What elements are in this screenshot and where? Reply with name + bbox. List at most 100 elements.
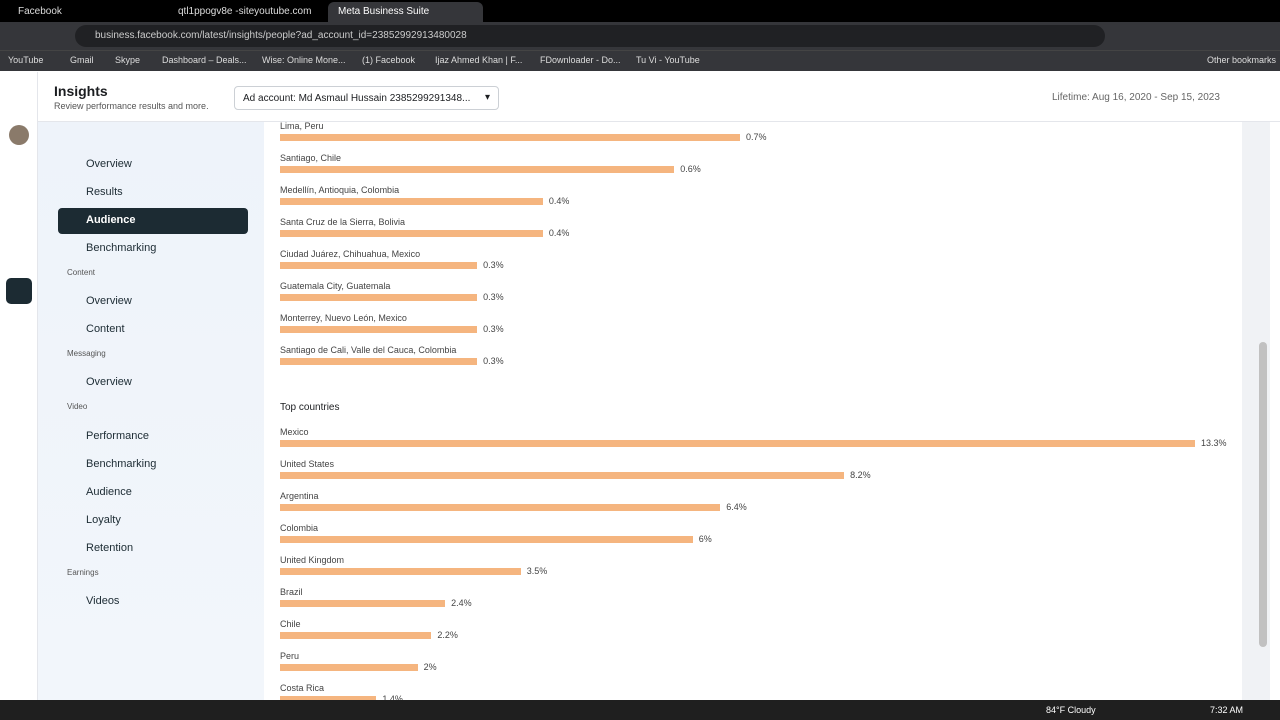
tab[interactable]: Meta Business Suite	[328, 2, 483, 22]
bookmark[interactable]: Wise: Online Mone...	[262, 55, 346, 65]
scroll-thumb[interactable]	[1259, 342, 1267, 647]
row-label: Ciudad Juárez, Chihuahua, Mexico	[280, 249, 421, 259]
nav-item[interactable]: Performance	[86, 430, 149, 442]
section-title: Top countries	[280, 402, 340, 413]
insights-icon[interactable]	[6, 278, 32, 304]
section-heading: Video	[67, 402, 88, 411]
bar	[280, 600, 446, 607]
bar	[280, 504, 721, 511]
value-label: 6.4%	[726, 502, 747, 512]
value-label: 6%	[698, 534, 712, 544]
row-label: Costa Rica	[280, 683, 325, 693]
bar	[280, 536, 693, 543]
avatar[interactable]	[9, 125, 29, 145]
nav-item[interactable]: Benchmarking	[86, 458, 157, 470]
nav-item[interactable]: Overview	[86, 295, 132, 307]
row-label: Argentina	[280, 491, 319, 501]
bookmark[interactable]: FDownloader - Do...	[540, 55, 621, 65]
scrollbar	[1242, 122, 1270, 700]
bookmark[interactable]: YouTube	[8, 55, 44, 65]
nav-item[interactable]: Benchmarking	[86, 242, 157, 254]
bar	[280, 440, 1195, 447]
row-label: Peru	[280, 651, 300, 661]
bar	[280, 472, 845, 479]
tab[interactable]: Facebook	[18, 6, 62, 17]
sidebar: Overview Results Audience Benchmarking Conte…	[38, 122, 264, 700]
content: Lima, Peru 0.7% Santiago, Chile 0.6% Medellí…	[264, 122, 1242, 700]
icon-rail	[0, 72, 38, 700]
url-bar[interactable]: business.facebook.com/latest/insights/pe…	[75, 25, 1105, 47]
row-label: Guatemala City, Guatemala	[280, 281, 391, 291]
bookmark[interactable]: Tu Vi - YouTube	[636, 55, 700, 65]
value-label: 0.6%	[680, 164, 701, 174]
value-label: 0.3%	[483, 356, 504, 366]
value-label: 1.4%	[382, 694, 403, 700]
bar	[280, 568, 521, 575]
value-label: 0.3%	[483, 260, 504, 270]
bar	[280, 326, 478, 333]
row-label: Santa Cruz de la Sierra, Bolivia	[280, 217, 406, 227]
row-label: Santiago, Chile	[280, 153, 342, 163]
bookmark[interactable]: Dashboard – Deals...	[162, 55, 247, 65]
bar	[280, 294, 478, 301]
section-heading: Messaging	[67, 349, 106, 358]
other-bookmarks[interactable]: Other bookmarks	[1207, 55, 1277, 65]
value-label: 2%	[423, 662, 437, 672]
caret: ▾	[484, 92, 490, 103]
bar	[280, 358, 478, 365]
bar	[280, 632, 432, 639]
header: Insights Review performance results and …	[8, 72, 1280, 122]
row-label: Medellín, Antioquia, Colombia	[280, 185, 400, 195]
ad-account: Ad account: Md Asmaul Hussain 2385299291…	[243, 93, 471, 104]
bar	[280, 696, 377, 700]
title: Insights	[54, 83, 108, 99]
nav-item[interactable]: Audience	[58, 208, 248, 234]
nav-item[interactable]: Content	[86, 323, 125, 335]
row-label: Mexico	[280, 427, 309, 437]
bar	[280, 134, 740, 141]
subtitle: Review performance results and more.	[54, 101, 209, 111]
tab[interactable]: qtl1ppogv8e -siteyoutube.com	[178, 6, 312, 17]
nav-item[interactable]: Retention	[86, 542, 134, 554]
weather: 84°F Cloudy	[1046, 705, 1096, 715]
value-label: 0.4%	[548, 228, 570, 238]
row-label: Monterrey, Nuevo León, Mexico	[280, 313, 407, 323]
bar	[280, 166, 675, 173]
nav-item[interactable]: Videos	[86, 595, 120, 607]
bookmark[interactable]: (1) Facebook	[362, 55, 416, 65]
value-label: 2.2%	[437, 630, 458, 640]
nav-item[interactable]: Results	[86, 186, 123, 198]
taskbar: 84°F Cloudy 7:32 AM	[0, 700, 1280, 720]
row-label: Colombia	[280, 523, 319, 533]
section-heading: Content	[67, 268, 96, 277]
address-row: business.facebook.com/latest/insights/pe…	[0, 22, 1280, 50]
nav-item[interactable]: Audience	[86, 486, 132, 498]
bookmark[interactable]: Ijaz Ahmed Khan | F...	[435, 55, 523, 65]
row-label: Lima, Peru	[280, 122, 324, 131]
row-label: United Kingdom	[280, 555, 345, 565]
bookmark[interactable]: Gmail	[70, 55, 94, 65]
bookmarks-bar: Other bookmarks YouTube Gmail Skype Dashboa…	[0, 50, 1280, 71]
row-label: United States	[280, 459, 335, 469]
bar	[280, 262, 478, 269]
value-label: 0.3%	[483, 292, 504, 302]
date-range[interactable]: Lifetime: Aug 16, 2020 - Sep 15, 2023	[1052, 92, 1220, 103]
tab-strip: Facebook qtl1ppogv8e -siteyoutube.com Meta…	[0, 0, 1280, 22]
value-label: 8.2%	[850, 470, 871, 480]
bar	[280, 230, 543, 237]
nav-item[interactable]: Overview	[86, 376, 132, 388]
value-label: 0.7%	[746, 132, 767, 142]
row-label: Santiago de Cali, Valle del Cauca, Colom…	[280, 345, 457, 355]
row-label: Chile	[280, 619, 301, 629]
ad-account-select[interactable]: Ad account: Md Asmaul Hussain 2385299291…	[234, 86, 499, 110]
value-label: 2.4%	[451, 598, 472, 608]
clock: 7:32 AM	[1210, 705, 1244, 715]
section-heading: Earnings	[67, 568, 99, 577]
nav-item[interactable]: Loyalty	[86, 514, 121, 526]
value-label: 3.5%	[526, 566, 548, 576]
bar	[280, 198, 543, 205]
bookmark[interactable]: Skype	[115, 55, 141, 65]
nav-item[interactable]: Overview	[86, 158, 132, 170]
row-label: Brazil	[280, 587, 303, 597]
